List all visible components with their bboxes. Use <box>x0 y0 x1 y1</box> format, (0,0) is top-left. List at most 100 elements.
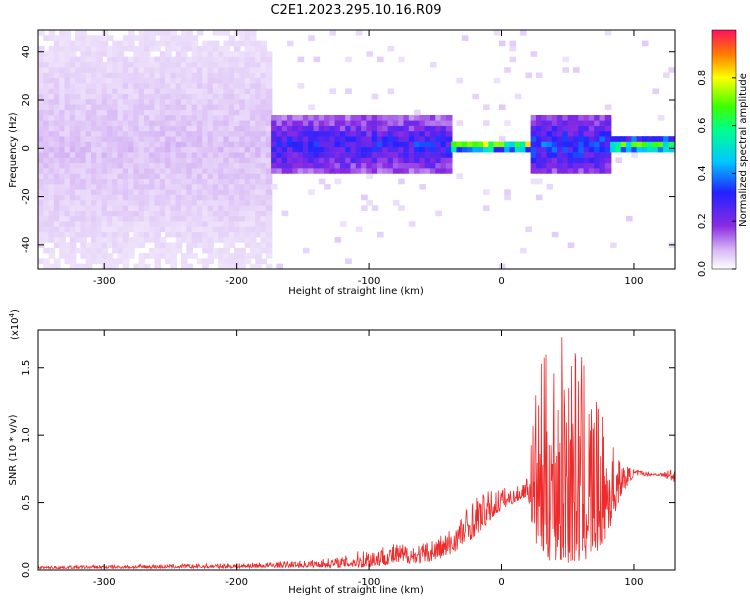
heatmap-cell <box>212 30 220 36</box>
heatmap-cell <box>149 45 156 52</box>
heatmap-cell <box>143 263 151 269</box>
heatmap-cell <box>260 157 268 164</box>
heatmap-cell <box>414 125 421 132</box>
heatmap-cell <box>249 242 257 248</box>
heatmap-cell <box>154 258 162 264</box>
heatmap-cell <box>43 115 50 121</box>
heatmap-cell <box>106 93 114 100</box>
heatmap-cell <box>85 247 93 254</box>
heatmap-cell <box>334 237 342 243</box>
heatmap-cell <box>85 146 93 153</box>
heatmap-cell <box>43 93 50 100</box>
heatmap-cell <box>165 231 172 238</box>
heatmap-cell <box>196 205 204 211</box>
heatmap-cell <box>287 157 294 164</box>
heatmap-cell <box>159 72 167 79</box>
heatmap-cell <box>212 77 220 84</box>
heatmap-cell <box>440 141 448 148</box>
heatmap-cell <box>308 104 315 110</box>
heatmap-cell <box>75 35 82 41</box>
heatmap-cell <box>159 120 167 126</box>
heatmap-cell <box>239 178 246 185</box>
heatmap-cell <box>75 226 82 233</box>
heatmap-cell <box>64 162 72 169</box>
heatmap-cell <box>149 237 156 243</box>
heatmap-cell <box>117 130 125 137</box>
heatmap-cell <box>308 35 315 41</box>
heatmap-cell <box>170 141 177 148</box>
heatmap-cell <box>234 184 241 190</box>
heatmap-cell <box>159 210 167 217</box>
heatmap-cell <box>657 146 665 153</box>
heatmap-cell <box>106 162 114 169</box>
heatmap-cell <box>196 83 204 89</box>
heatmap-cell <box>387 168 395 174</box>
heatmap-cell <box>408 157 416 164</box>
heatmap-cell <box>604 141 612 148</box>
heatmap-cell <box>159 226 167 233</box>
heatmap-cell <box>440 162 448 169</box>
heatmap-cell <box>53 226 61 233</box>
heatmap-cell <box>181 93 188 100</box>
heatmap-cell <box>377 141 384 148</box>
heatmap-cell <box>350 146 358 153</box>
heatmap-cell <box>207 125 215 132</box>
heatmap-cell <box>106 200 114 206</box>
heatmap-cell <box>154 40 162 47</box>
heatmap-cell <box>53 141 61 148</box>
heatmap-cell <box>610 146 617 153</box>
heatmap-cell <box>138 157 146 164</box>
heatmap-cell <box>175 141 183 148</box>
heatmap-cell <box>345 56 352 63</box>
heatmap-cell <box>673 104 675 110</box>
heatmap-cell <box>143 136 151 142</box>
heatmap-cell <box>594 125 601 132</box>
heatmap-cell <box>424 115 432 121</box>
heatmap-cell <box>106 253 114 259</box>
heatmap-cell <box>149 231 156 238</box>
heatmap-cell <box>64 130 72 137</box>
heatmap-cell <box>673 152 675 158</box>
heatmap-cell <box>271 146 278 153</box>
heatmap-cell <box>59 253 66 259</box>
heatmap-cell <box>191 200 199 206</box>
heatmap-cell <box>196 104 204 110</box>
heatmap-cell <box>80 157 87 164</box>
heatmap-cell <box>308 168 315 174</box>
heatmap-cell <box>101 109 109 116</box>
heatmap-cell <box>80 109 87 116</box>
heatmap-cell <box>175 205 183 211</box>
heatmap-cell <box>615 141 622 148</box>
heatmap-cell <box>128 157 135 164</box>
heatmap-cell <box>265 178 273 185</box>
heatmap-cell <box>38 231 45 238</box>
heatmap-cell <box>313 152 321 158</box>
heatmap-cell <box>239 93 246 100</box>
heatmap-cell <box>101 237 109 243</box>
heatmap-cell <box>668 67 675 73</box>
heatmap-cell <box>59 210 66 217</box>
heatmap-cell <box>228 152 236 158</box>
heatmap-cell <box>101 141 109 148</box>
heatmap-cell <box>133 83 140 89</box>
heatmap-cell <box>149 194 156 201</box>
heatmap-cell <box>159 99 167 105</box>
heatmap-cell <box>244 152 252 158</box>
heatmap-cell <box>334 162 342 169</box>
heatmap-cell <box>170 61 177 68</box>
heatmap-cell <box>181 184 188 190</box>
heatmap-cell <box>361 120 368 126</box>
heatmap-cell <box>265 115 273 121</box>
heatmap-cell <box>218 210 225 217</box>
heatmap-cell <box>85 88 93 94</box>
heatmap-cell <box>38 115 45 121</box>
heatmap-cell <box>631 146 638 153</box>
heatmap-cell <box>53 157 61 164</box>
heatmap-cell <box>165 178 172 185</box>
heatmap-cell <box>228 168 236 174</box>
spectrogram-ylabel: Frequency (Hz) <box>8 112 19 188</box>
heatmap-cell <box>445 120 453 126</box>
heatmap-cell <box>53 104 61 110</box>
heatmap-cell <box>59 120 66 126</box>
heatmap-cell <box>355 130 363 137</box>
